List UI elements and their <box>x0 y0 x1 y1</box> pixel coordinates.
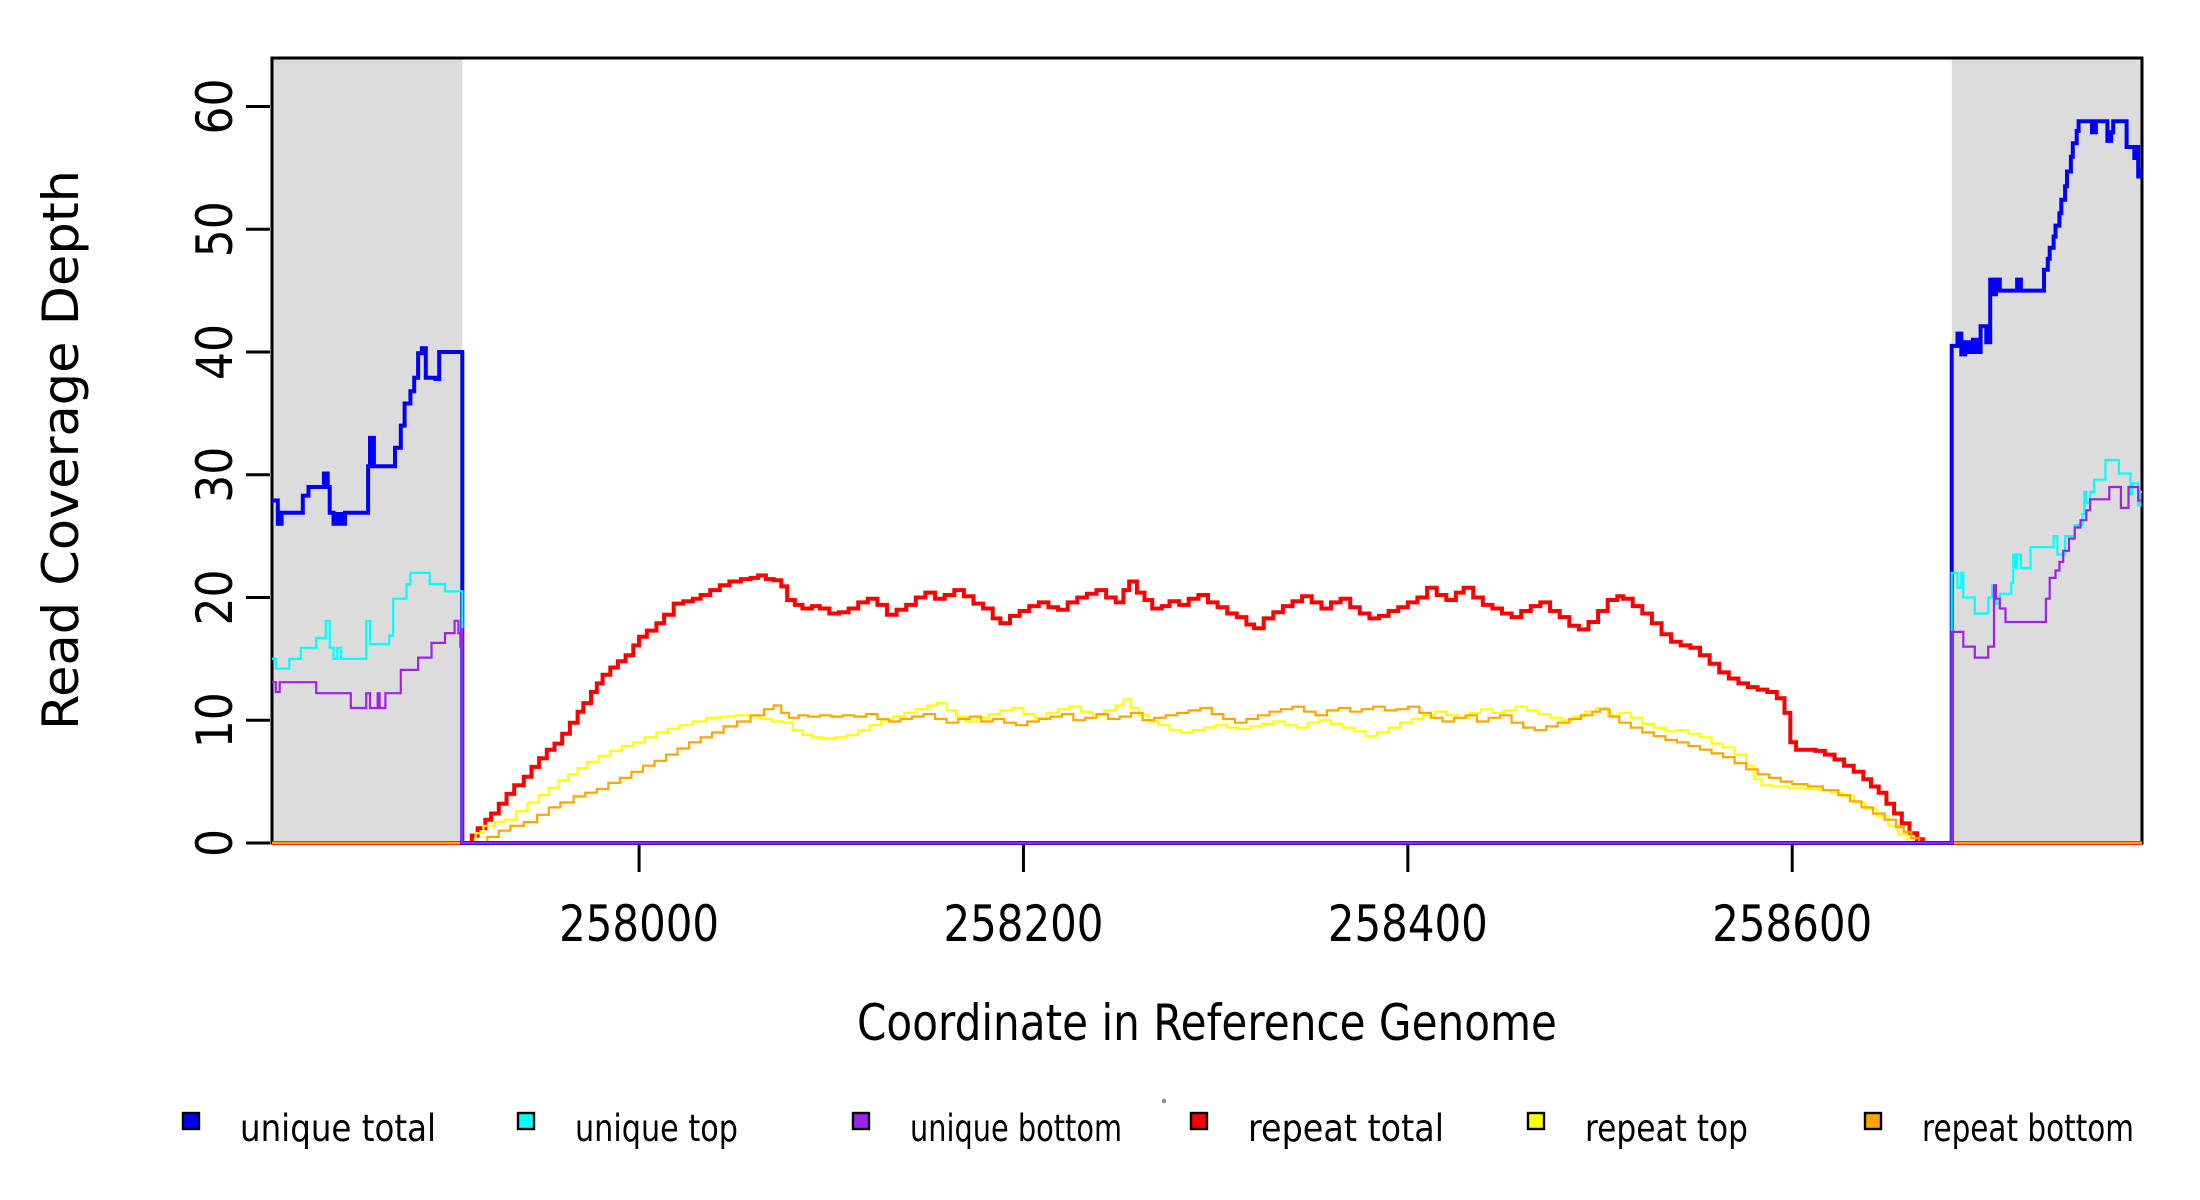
legend-label: unique bottom <box>910 1107 1122 1150</box>
series-unique-bottom <box>272 485 2142 845</box>
y-tick-label: 40 <box>186 324 244 380</box>
legend-swatch <box>516 1111 536 1131</box>
x-tick-label: 258600 <box>1712 895 1872 953</box>
legend-swatch <box>181 1111 201 1131</box>
stray-dot <box>1161 1098 1167 1104</box>
series-repeat-bottom <box>272 704 2142 845</box>
legend-item-repeat-top: repeat top <box>1526 1107 1748 1150</box>
shaded-region-left-repeat-flank <box>272 58 463 843</box>
y-tick-label: 30 <box>186 447 244 503</box>
y-tick-label: 60 <box>186 78 244 134</box>
series-repeat-top <box>272 698 2142 845</box>
legend-swatch <box>851 1111 871 1131</box>
y-axis: 0 10 20 30 40 50 60 <box>186 78 270 857</box>
legend-label: repeat total <box>1248 1107 1444 1150</box>
legend-item-repeat-bottom: repeat bottom <box>1863 1107 2134 1150</box>
legend-swatch <box>1863 1111 1883 1131</box>
legend-label: repeat bottom <box>1922 1107 2134 1150</box>
x-tick-label: 258400 <box>1328 895 1488 953</box>
legend-item-repeat-total: repeat total <box>1189 1107 1444 1150</box>
legend-swatch <box>1526 1111 1546 1131</box>
legend-label: unique top <box>575 1107 738 1150</box>
x-tick-label: 258000 <box>559 895 719 953</box>
legend-item-unique-total: unique total <box>181 1107 436 1150</box>
legend-item-unique-top: unique top <box>516 1107 738 1150</box>
x-axis-title: Coordinate in Reference Genome <box>857 994 1557 1052</box>
y-tick-label: 0 <box>186 829 244 857</box>
legend-label: repeat top <box>1585 1107 1748 1150</box>
series-unique-total <box>272 119 2143 845</box>
x-tick-label: 258200 <box>943 895 1103 953</box>
series-lines <box>272 119 2143 845</box>
shaded-regions <box>272 58 2142 843</box>
shaded-region-right-repeat-flank <box>1951 58 2142 843</box>
x-axis: 258000 258200 258400 258600 <box>559 845 1872 953</box>
legend-item-unique-bottom: unique bottom <box>851 1107 1122 1150</box>
series-repeat-total <box>272 573 2142 845</box>
legend-swatch <box>1189 1111 1209 1131</box>
y-tick-label: 10 <box>186 692 244 748</box>
legend: unique total unique top unique bottom repea… <box>181 1107 2134 1150</box>
legend-label: unique total <box>240 1107 436 1150</box>
y-axis-title: Read Coverage Depth <box>32 170 90 730</box>
y-tick-label: 20 <box>186 569 244 625</box>
y-tick-label: 50 <box>186 201 244 257</box>
